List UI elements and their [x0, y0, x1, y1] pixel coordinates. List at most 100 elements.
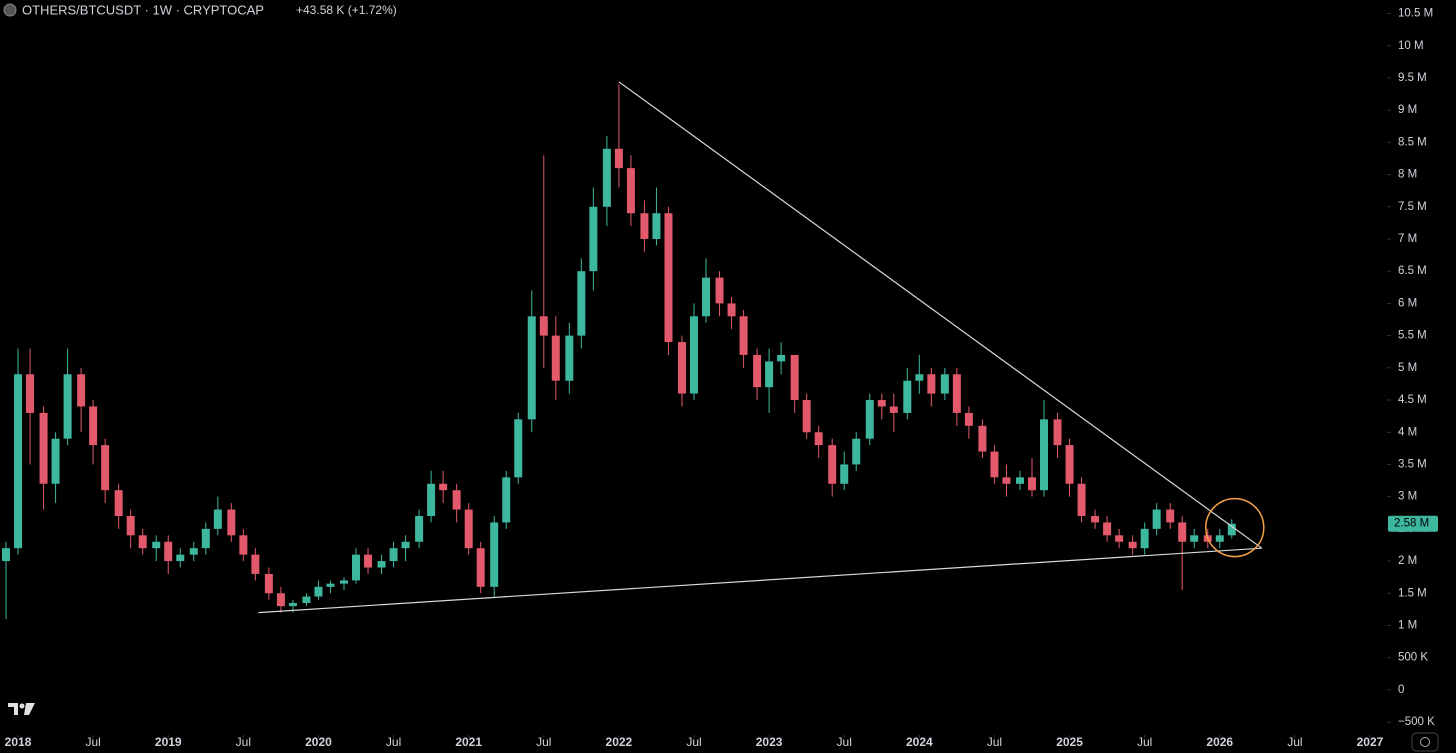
candle-body — [476, 548, 485, 587]
x-tick-label: Jul — [1137, 735, 1152, 749]
candle-body — [964, 412, 973, 426]
candle-body — [715, 277, 724, 304]
candle-body — [527, 316, 536, 420]
y-tick-label: 4.5 M — [1398, 394, 1427, 406]
candle-body — [415, 515, 424, 542]
candle-body — [339, 580, 348, 584]
candle-body — [777, 354, 786, 362]
candle-body — [915, 374, 924, 381]
candle-body — [288, 602, 297, 607]
candle-body — [1091, 515, 1100, 523]
x-tick-label: 2023 — [756, 735, 783, 749]
settings-button[interactable] — [1411, 732, 1439, 752]
y-tick-label: 3.5 M — [1398, 458, 1427, 470]
x-tick-label: 2019 — [155, 735, 182, 749]
candle-body — [377, 561, 386, 568]
candle-body — [903, 380, 912, 413]
candle-body — [464, 509, 473, 549]
tv-logo — [8, 703, 35, 715]
y-tick-label: 10 M — [1398, 40, 1424, 52]
candle-body — [877, 400, 886, 407]
candle-body — [652, 213, 661, 239]
candle-body — [1227, 523, 1236, 536]
candle-body — [314, 586, 323, 597]
candle-body — [1215, 535, 1224, 542]
candle-body — [565, 335, 574, 381]
candle-body — [577, 271, 586, 336]
candle-body — [89, 406, 98, 446]
candle-body — [364, 554, 373, 568]
candle-body — [502, 477, 511, 523]
candle-body — [1065, 445, 1074, 484]
candle-body — [626, 168, 635, 214]
settings-icon[interactable] — [1420, 737, 1430, 747]
y-tick-label: 9.5 M — [1398, 72, 1427, 84]
candle-body — [677, 342, 686, 394]
y-tick-label: 7 M — [1398, 233, 1417, 245]
y-tick-label: 500 K — [1398, 652, 1428, 664]
candle-body — [1128, 541, 1137, 549]
candle-body — [1002, 477, 1011, 484]
candle-body — [114, 490, 123, 516]
candle-body — [551, 335, 560, 381]
candle-body — [940, 374, 949, 394]
x-tick-label: 2027 — [1357, 735, 1384, 749]
candle-body — [389, 548, 398, 562]
candle-body — [227, 509, 236, 536]
candle-body — [690, 316, 699, 394]
candle-body — [664, 213, 673, 343]
symbol-icon — [3, 3, 17, 17]
candle-body — [264, 573, 273, 594]
candle-body — [302, 596, 311, 603]
candle-body — [802, 400, 811, 433]
candle-body — [126, 515, 135, 536]
candle-body — [1027, 477, 1036, 491]
candle-body — [765, 361, 774, 388]
x-tick-label: Jul — [85, 735, 100, 749]
x-tick-label: Jul — [236, 735, 251, 749]
candle-body — [852, 438, 861, 465]
candle-body — [427, 483, 436, 516]
candle-body — [251, 554, 260, 574]
y-tick-label: 0 — [1398, 684, 1404, 696]
y-tick-label: 4 M — [1398, 426, 1417, 438]
candle-body — [514, 419, 523, 478]
candle-body — [14, 374, 23, 549]
candle-body — [1166, 509, 1175, 523]
candle-body — [614, 148, 623, 169]
last-price-box — [1388, 515, 1438, 532]
candle-body — [176, 554, 185, 562]
candle-body — [1015, 477, 1024, 484]
candle-body — [589, 206, 598, 272]
candle-body — [213, 509, 222, 529]
y-tick-label: 5.5 M — [1398, 330, 1427, 342]
trendline — [618, 81, 1263, 549]
candle-body — [1053, 419, 1062, 446]
candle-body — [138, 535, 147, 549]
y-tick-label: 8 M — [1398, 169, 1417, 181]
candle-body — [2, 548, 11, 562]
candle-body — [189, 548, 198, 555]
x-tick-label: Jul — [536, 735, 551, 749]
candle-body — [865, 400, 874, 439]
candle-body — [889, 406, 898, 413]
highlight-circle — [1205, 497, 1265, 558]
x-tick-label: 2026 — [1206, 735, 1233, 749]
y-tick-label: 1 M — [1398, 620, 1417, 632]
candle-body — [978, 425, 987, 452]
candle-body — [152, 541, 161, 549]
candle-body — [1040, 419, 1049, 491]
y-tick-label: 6 M — [1398, 297, 1417, 309]
candle-body — [401, 541, 410, 549]
candle-body — [927, 374, 936, 394]
x-tick-label: Jul — [987, 735, 1002, 749]
x-tick-label: 2025 — [1056, 735, 1083, 749]
y-tick-label: −500 K — [1398, 716, 1435, 728]
candle-body — [201, 528, 210, 549]
x-tick-label: Jul — [686, 735, 701, 749]
x-tick-label: 2018 — [5, 735, 32, 749]
candle-body — [828, 445, 837, 484]
y-tick-label: 5 M — [1398, 362, 1417, 374]
candle-body — [77, 374, 86, 407]
